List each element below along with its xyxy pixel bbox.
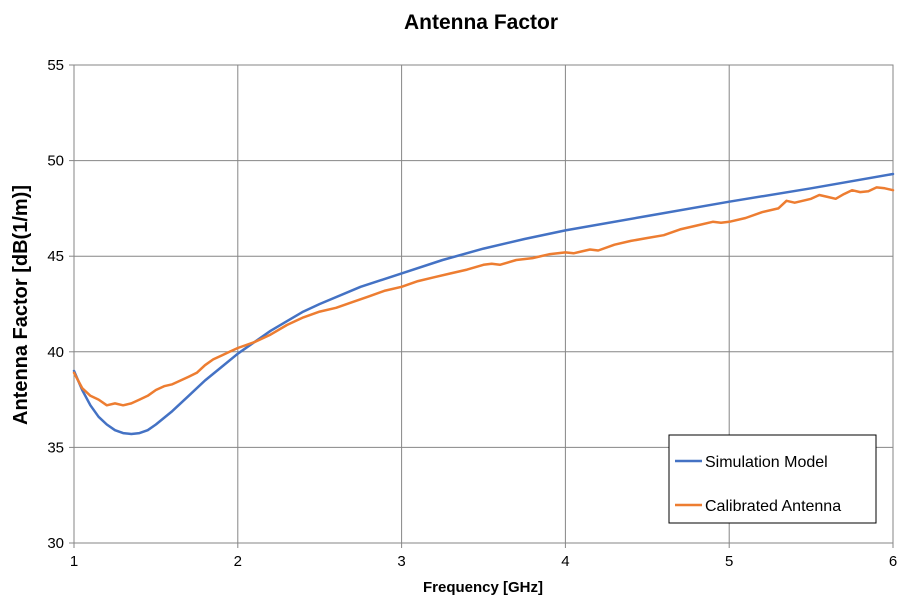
chart-title: Antenna Factor	[404, 11, 558, 34]
x-tick-label: 3	[397, 553, 405, 570]
plot-area-border	[73, 64, 894, 544]
legend-label-simulation-model: Simulation Model	[705, 454, 828, 471]
y-tick-label: 55	[47, 57, 64, 74]
legend: Simulation Model Calibrated Antenna	[668, 434, 877, 524]
y-tick-labels: 30 35 40 45 50 55	[47, 57, 64, 552]
y-tick-label: 30	[47, 535, 64, 552]
x-axis-label: Frequency [GHz]	[423, 579, 543, 596]
series-line-simulation-model	[72, 172, 895, 436]
x-tick-label: 5	[725, 553, 733, 570]
x-tick-label: 4	[561, 553, 569, 570]
x-tick-label: 2	[234, 553, 242, 570]
y-tick-label: 50	[47, 153, 64, 170]
y-tick-label: 40	[47, 344, 64, 361]
y-axis-label: Antenna Factor [dB(1/m)]	[10, 185, 32, 425]
x-tick-labels: 1 2 3 4 5 6	[70, 553, 897, 570]
series-line-calibrated-antenna	[72, 186, 895, 407]
x-tick-label: 1	[70, 553, 78, 570]
legend-box	[668, 434, 877, 524]
legend-label-calibrated-antenna: Calibrated Antenna	[705, 498, 841, 515]
x-tick-label: 6	[889, 553, 897, 570]
y-tick-label: 35	[47, 439, 64, 456]
series-layer	[72, 172, 895, 436]
y-tick-label: 45	[47, 248, 64, 265]
